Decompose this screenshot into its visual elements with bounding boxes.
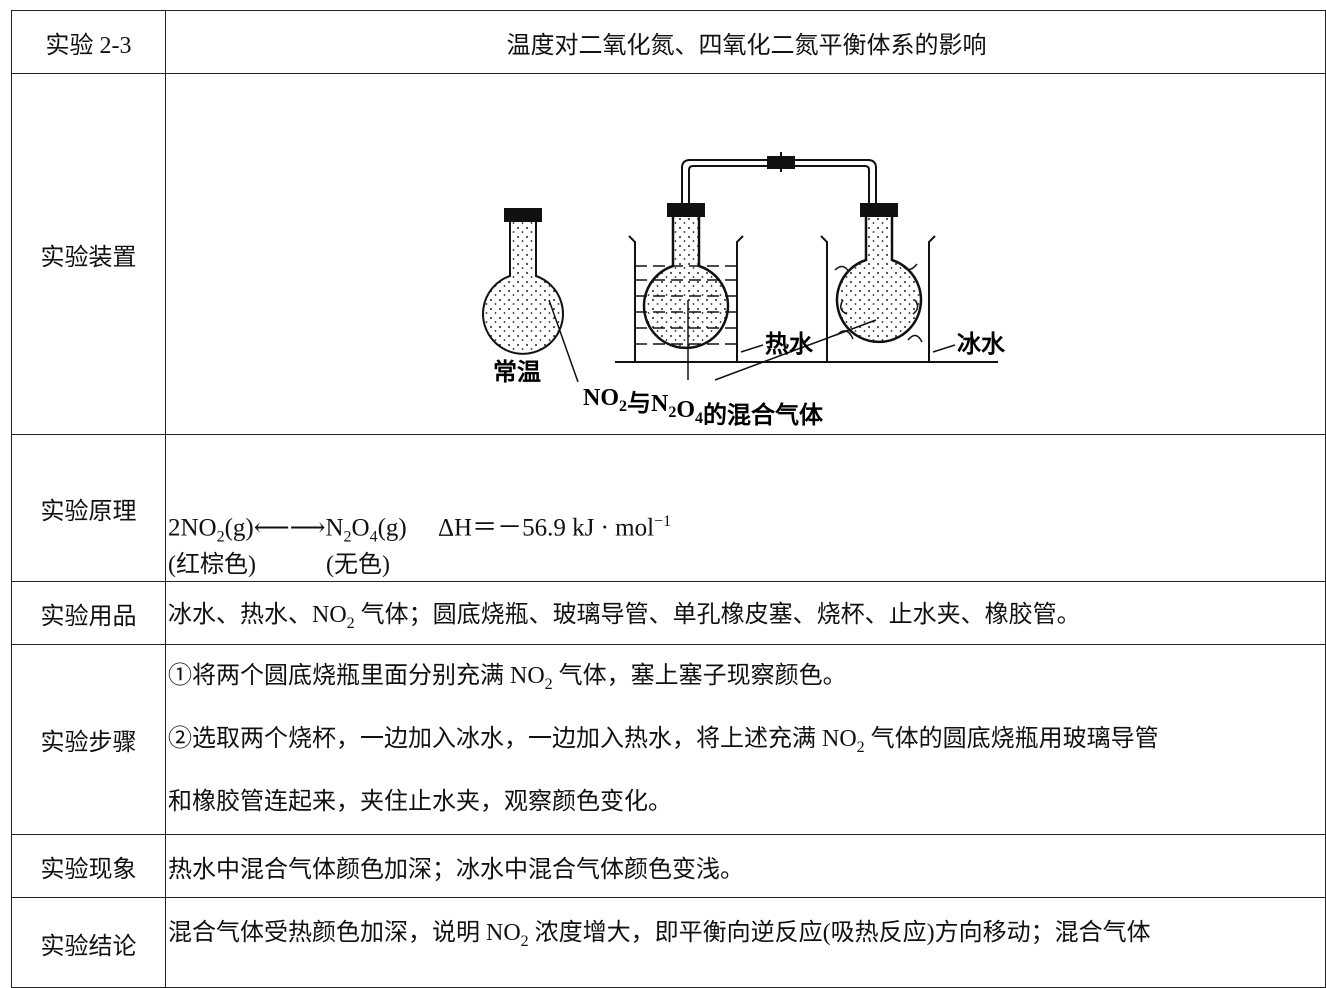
text: (无色): [325, 551, 390, 578]
text: 热水中混合气体颜色加深；冰水中混合气体颜色变浅。: [168, 856, 744, 883]
row: 实验装置 常温 热水 冰水 NO2与N2O4的混合气体: [11, 73, 1326, 435]
text: 浓度增大，即平衡向逆反应(吸热反应)方向移动；混合气体: [528, 920, 1151, 946]
subscript: 2: [544, 675, 553, 693]
row: 实验结论 混合气体受热颜色加深，说明 NO2 浓度增大，即平衡向逆反应(吸热反应)…: [11, 897, 1326, 988]
subscript: 2: [216, 528, 225, 546]
row-content: 混合气体受热颜色加深，说明 NO2 浓度增大，即平衡向逆反应(吸热反应)方向移动…: [165, 897, 1326, 988]
subscript: 2: [668, 404, 676, 421]
subscript: 2: [520, 932, 529, 950]
row: 实验原理 2NO2(g)⟵⟶N2O4(g) ΔH＝－56.9 kJ · mol−1…: [11, 434, 1326, 582]
text: 的混合气体: [703, 401, 824, 427]
room-temp-label: 常温: [493, 359, 541, 386]
text-line: ①将两个圆底烧瓶里面分别充满 NO2 气体，塞上塞子现察颜色。: [168, 645, 1325, 708]
row-content: 温度对二氧化氮、四氧化二氮平衡体系的影响: [165, 10, 1326, 74]
subscript: 4: [369, 528, 378, 546]
text: NO: [583, 385, 619, 411]
text-line: 冰水、热水、NO2 气体；圆底烧瓶、玻璃导管、单孔橡皮塞、烧杯、止水夹、橡胶管。: [168, 594, 1325, 633]
subscript: 2: [346, 614, 355, 632]
row-content: 常温 热水 冰水 NO2与N2O4的混合气体: [165, 73, 1326, 435]
text: 与N: [627, 390, 669, 417]
superscript: −1: [654, 513, 672, 531]
gas-label: NO2与N2O4的混合气体: [583, 385, 824, 427]
text: 混合气体受热颜色加深，说明 NO: [168, 920, 521, 946]
row-content: ①将两个圆底烧瓶里面分别充满 NO2 气体，塞上塞子现察颜色。 ②选取两个烧杯，一…: [165, 644, 1326, 835]
row: 实验步骤 ①将两个圆底烧瓶里面分别充满 NO2 气体，塞上塞子现察颜色。 ②选取两个…: [11, 644, 1326, 835]
text-line: 2NO2(g)⟵⟶N2O4(g) ΔH＝－56.9 kJ · mol−1: [168, 508, 1325, 551]
row: 实验现象 热水中混合气体颜色加深；冰水中混合气体颜色变浅。: [11, 834, 1326, 898]
row-content: 2NO2(g)⟵⟶N2O4(g) ΔH＝－56.9 kJ · mol−1 (红棕色…: [165, 434, 1326, 582]
experiment-table: 实验 2-3 温度对二氧化氮、四氧化二氮平衡体系的影响 实验装置 常温 热水: [11, 10, 1326, 988]
text: ②选取两个烧杯，一边加入冰水，一边加入热水，将上述充满 NO: [168, 726, 857, 752]
text: 冰水、热水、NO: [168, 601, 347, 628]
text-line: (红棕色) (无色): [168, 552, 1325, 578]
row: 实验用品 冰水、热水、NO2 气体；圆底烧瓶、玻璃导管、单孔橡皮塞、烧杯、止水夹、…: [11, 581, 1326, 645]
subscript: 4: [695, 410, 703, 427]
text: (红棕色): [168, 551, 256, 578]
subscript: 2: [619, 398, 627, 415]
apparatus-figure: 常温 热水 冰水 NO2与N2O4的混合气体: [482, 152, 1006, 429]
subscript: 2: [856, 738, 865, 756]
row-label: 实验 2-3: [11, 10, 166, 74]
text: 2NO: [168, 514, 217, 542]
text: O: [351, 514, 370, 542]
text: O: [676, 397, 695, 423]
text-line: 热水中混合气体颜色加深；冰水中混合气体颜色变浅。: [168, 849, 1325, 884]
text: 气体的圆底烧瓶用玻璃导管: [864, 726, 1159, 752]
text-line: ②选取两个烧杯，一边加入冰水，一边加入热水，将上述充满 NO2 气体的圆底烧瓶用…: [168, 708, 1325, 771]
hot-water-label: 热水: [765, 331, 814, 358]
text: 和橡胶管连起来，夹住止水夹，观察颜色变化。: [168, 789, 672, 815]
row-content: 热水中混合气体颜色加深；冰水中混合气体颜色变浅。: [165, 834, 1326, 898]
text: 气体；圆底烧瓶、玻璃导管、单孔橡皮塞、烧杯、止水夹、橡胶管。: [354, 601, 1081, 628]
text: (g)⟵⟶N: [224, 514, 344, 542]
text: 气体，塞上塞子现察颜色。: [552, 663, 847, 689]
row-label: 实验步骤: [11, 644, 166, 835]
text-line: 和橡胶管连起来，夹住止水夹，观察颜色变化。: [168, 771, 1325, 834]
text: 温度对二氧化氮、四氧化二氮平衡体系的影响: [506, 32, 987, 59]
row: 实验 2-3 温度对二氧化氮、四氧化二氮平衡体系的影响: [11, 10, 1326, 74]
ice-water-label: 冰水: [957, 331, 1006, 358]
row-content: 冰水、热水、NO2 气体；圆底烧瓶、玻璃导管、单孔橡皮塞、烧杯、止水夹、橡胶管。: [165, 581, 1326, 645]
text: ①将两个圆底烧瓶里面分别充满 NO: [168, 663, 545, 689]
row-label: 实验装置: [11, 73, 166, 435]
text-line: 温度对二氧化氮、四氧化二氮平衡体系的影响: [168, 25, 1325, 60]
row-label: 实验用品: [11, 581, 166, 645]
row-label: 实验现象: [11, 834, 166, 898]
row-label: 实验原理: [11, 434, 166, 582]
text-line: 混合气体受热颜色加深，说明 NO2 浓度增大，即平衡向逆反应(吸热反应)方向移动…: [168, 912, 1325, 951]
row-label: 实验结论: [11, 897, 166, 988]
text: (g) ΔH＝－56.9 kJ · mol: [377, 514, 655, 542]
subscript: 2: [343, 528, 352, 546]
